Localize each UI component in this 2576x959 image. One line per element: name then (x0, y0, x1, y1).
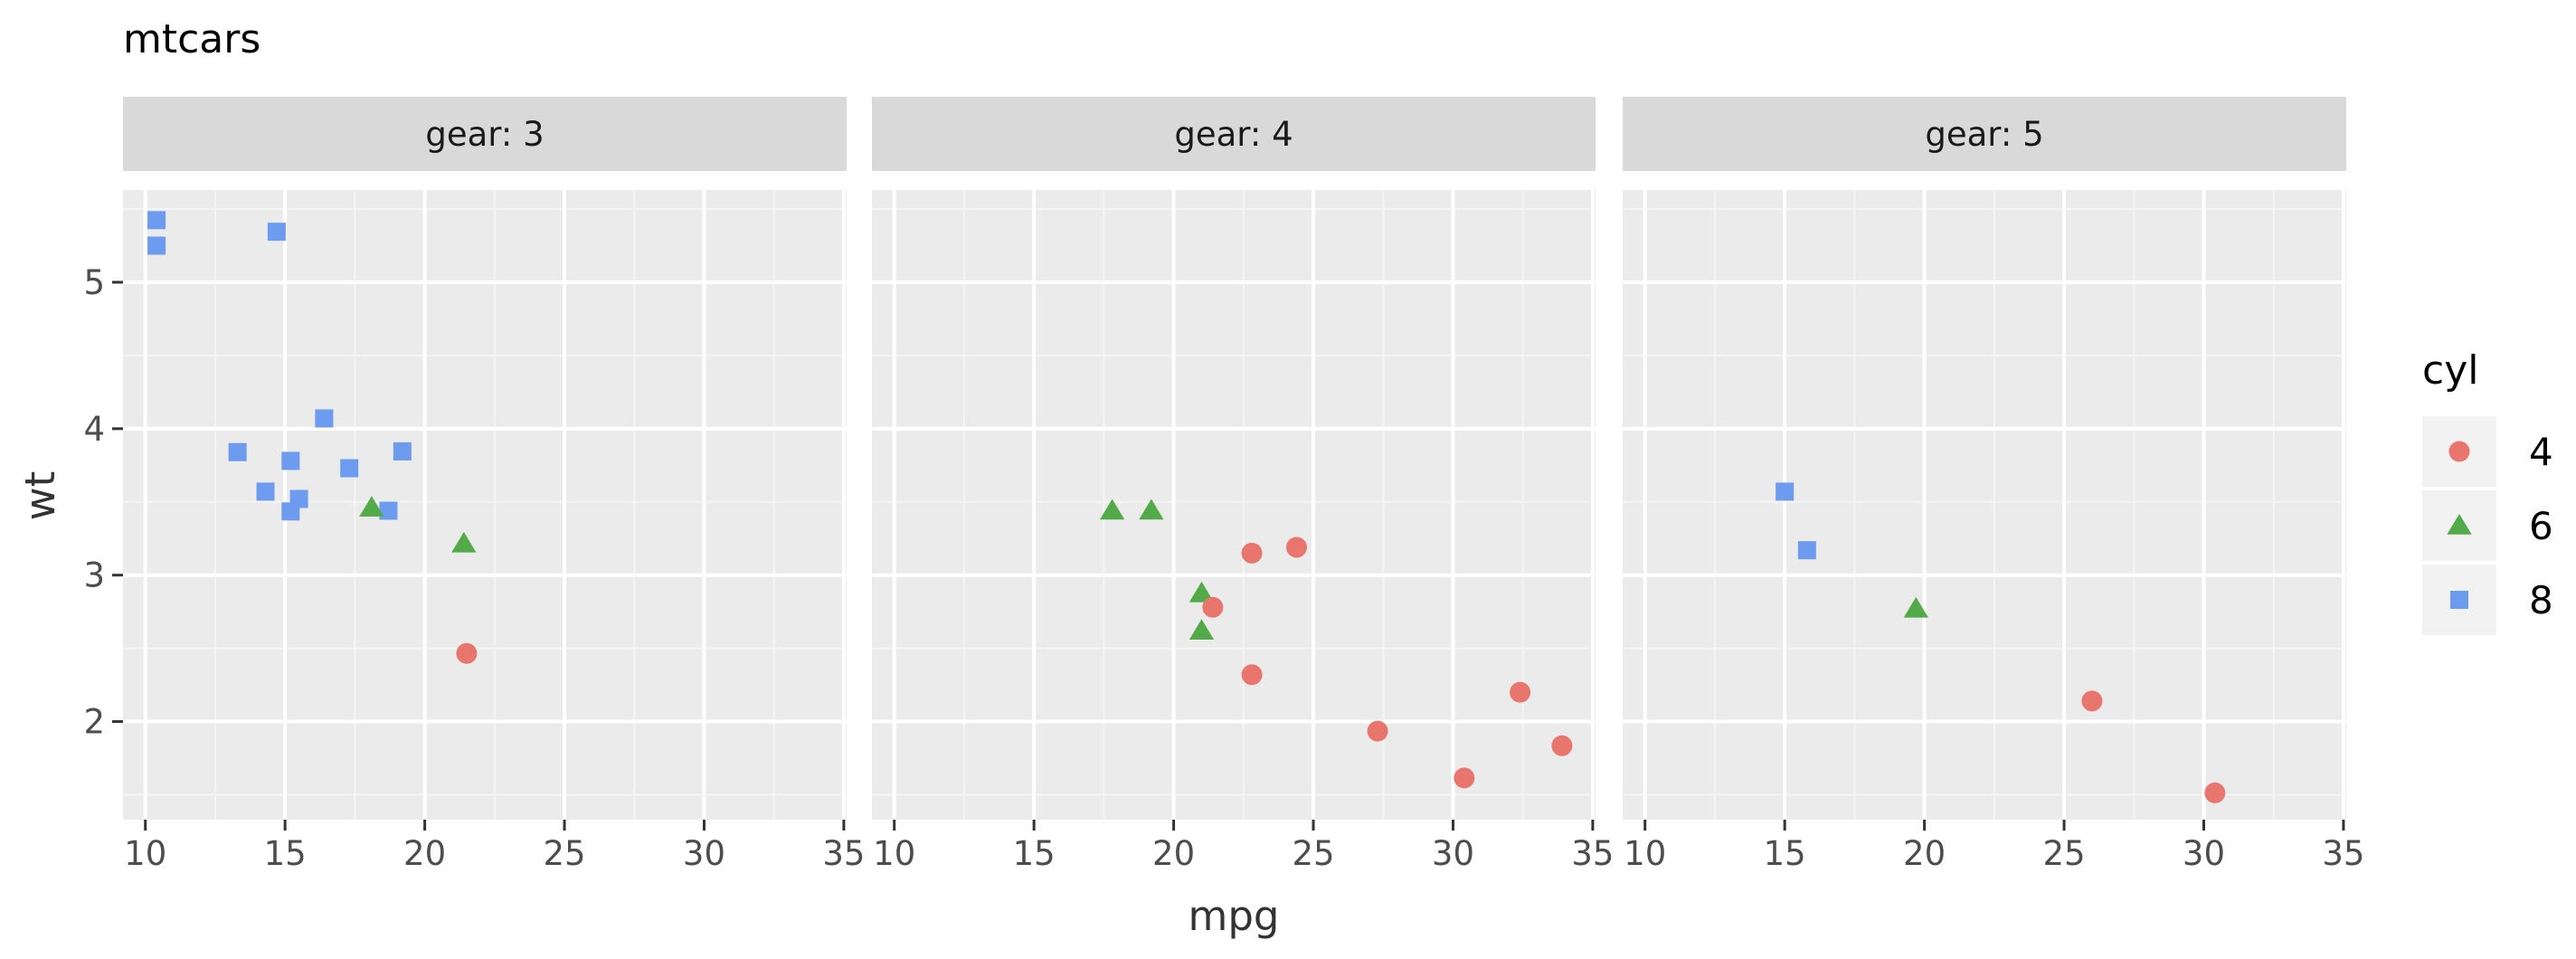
data-point (2204, 782, 2226, 803)
data-point (1189, 581, 1215, 603)
facet-panel-2: gear: 4 10 15 20 25 30 35 (872, 97, 1614, 873)
x-tick-label: 30 (1432, 834, 1474, 873)
x-tick-label: 20 (1903, 834, 1946, 873)
data-point (2081, 690, 2103, 712)
x-tick-label: 20 (1152, 834, 1195, 873)
x-tick-label: 35 (1571, 834, 1614, 873)
x-tick-label: 25 (543, 834, 585, 873)
legend-label: 4 (2529, 430, 2553, 474)
data-point (1241, 542, 1263, 564)
data-point (1903, 596, 1928, 618)
legend-item: 8 (2422, 565, 2553, 635)
data-point (379, 501, 398, 520)
x-tick-label: 10 (1624, 834, 1666, 873)
data-point (256, 482, 275, 501)
data-point (393, 442, 412, 461)
data-point (1367, 720, 1388, 742)
data-point (359, 496, 384, 517)
x-tick-label: 30 (2183, 834, 2225, 873)
y-axis-title: wt (16, 471, 64, 520)
data-point (1241, 664, 1263, 686)
legend-item: 6 (2422, 490, 2553, 561)
legend-marker (2447, 514, 2472, 535)
data-point (1797, 541, 1816, 560)
data-point (281, 502, 300, 521)
data-point (267, 223, 286, 242)
x-tick-label: 10 (124, 834, 166, 873)
legend-marker (2450, 591, 2468, 609)
x-tick-label: 10 (873, 834, 915, 873)
x-tick-label: 15 (1013, 834, 1056, 873)
data-point (228, 442, 247, 461)
chart-title: mtcars (123, 16, 260, 62)
legend-label: 8 (2529, 578, 2553, 622)
data-point (451, 531, 477, 553)
y-tick-label: 2 (83, 703, 105, 742)
data-point (1099, 498, 1125, 520)
data-point (1776, 482, 1795, 501)
facet-panel-1: gear: 3 10 15 20 25 30 35 (123, 97, 865, 873)
data-point (1551, 735, 1573, 756)
x-tick-label: 35 (2322, 834, 2364, 873)
x-tick-label: 15 (264, 834, 307, 873)
x-tick-label: 20 (403, 834, 446, 873)
data-point (281, 451, 300, 470)
facet-strip-label: gear: 5 (1925, 115, 2043, 154)
facet-strip (123, 97, 847, 171)
x-axis-title: mpg (1189, 892, 1280, 940)
data-point (1454, 767, 1475, 789)
y-axis: 2 3 4 5 (83, 263, 123, 742)
data-point (1285, 536, 1307, 558)
legend-marker (2448, 441, 2470, 462)
data-point (1202, 596, 1224, 618)
legend-label: 6 (2529, 504, 2553, 548)
panel-background (123, 190, 847, 820)
facet-strip (872, 97, 1596, 171)
data-point (1139, 498, 1164, 520)
data-point (147, 236, 166, 255)
facet-strip-label: gear: 3 (425, 115, 544, 154)
data-point (1189, 619, 1215, 640)
data-point (315, 409, 334, 428)
y-tick-label: 4 (83, 410, 105, 449)
data-point (340, 459, 359, 478)
legend: cyl 4 6 8 (2422, 347, 2553, 635)
legend-item: 4 (2422, 416, 2553, 487)
facet-strip-label: gear: 4 (1174, 115, 1293, 154)
x-tick-label: 15 (1764, 834, 1806, 873)
x-tick-label: 30 (683, 834, 725, 873)
x-tick-label: 25 (1292, 834, 1334, 873)
facet-panel-3: gear: 5 10 15 20 25 30 35 (1623, 97, 2364, 873)
data-point (1510, 681, 1531, 703)
y-tick-label: 5 (83, 263, 105, 302)
panel-background (872, 190, 1596, 820)
x-tick-label: 35 (822, 834, 865, 873)
legend-title: cyl (2422, 347, 2478, 394)
data-point (147, 211, 166, 230)
data-point (456, 642, 478, 664)
panel-background (1623, 190, 2346, 820)
y-tick-label: 3 (83, 556, 105, 595)
facet-strip (1623, 97, 2346, 171)
x-tick-label: 25 (2042, 834, 2085, 873)
